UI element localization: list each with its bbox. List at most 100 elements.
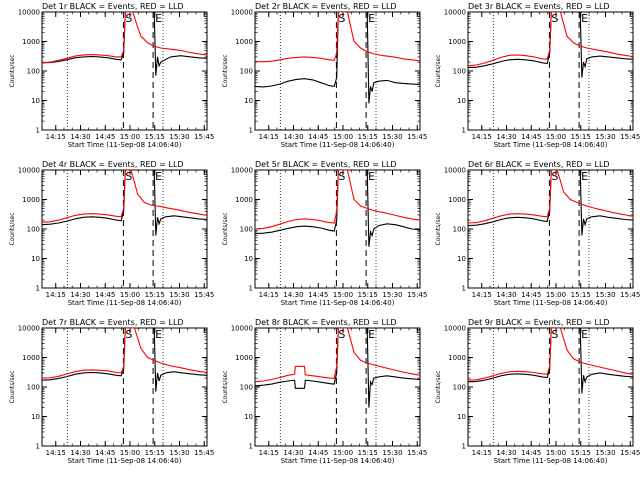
x-axis-label: Start Time (11-Sep-08 14:06:40) (281, 299, 395, 307)
chart-panel-9: Det 9r BLACK = Events, RED = LLD 1 10 100 10… (435, 318, 640, 465)
y-tick-label: 1 (462, 127, 466, 135)
x-tick-label: 14:30 (496, 291, 516, 299)
x-tick-label: 15:45 (194, 291, 214, 299)
events-series-line (255, 328, 420, 408)
y-tick-label: 100 (453, 226, 466, 234)
x-tick-label: 14:15 (472, 291, 492, 299)
y-axis-label: Counts/sec (435, 212, 442, 245)
y-tick-label: 100 (27, 68, 40, 76)
x-tick-label: 14:30 (496, 133, 516, 141)
x-tick-label: 15:30 (169, 133, 189, 141)
y-tick-label: 10 (244, 255, 253, 263)
end-marker: E (368, 170, 375, 183)
y-tick-label: 1 (36, 127, 40, 135)
x-tick-label: 15:30 (382, 291, 402, 299)
start-marker: S (338, 328, 345, 341)
start-marker: S (551, 12, 558, 25)
start-marker: S (125, 170, 132, 183)
lld-series-line (468, 12, 633, 67)
y-tick-label: 10 (457, 97, 466, 105)
x-tick-label: 15:30 (169, 291, 189, 299)
x-axis-label: Start Time (11-Sep-08 14:06:40) (494, 141, 608, 149)
y-tick-label: 1000 (448, 354, 466, 362)
y-tick-label: 1000 (235, 38, 253, 46)
lld-series-line (255, 12, 420, 63)
x-tick-label: 15:15 (358, 291, 378, 299)
y-tick-label: 1000 (448, 196, 466, 204)
x-axis-label: Start Time (11-Sep-08 14:06:40) (494, 457, 608, 465)
x-tick-label: 15:00 (120, 133, 140, 141)
y-tick-label: 1 (249, 285, 253, 293)
panel-title: Det 7r BLACK = Events, RED = LLD (42, 318, 184, 327)
x-tick-label: 15:00 (546, 291, 566, 299)
y-tick-label: 10000 (444, 167, 466, 175)
x-tick-label: 14:45 (95, 133, 115, 141)
end-marker: E (155, 170, 162, 183)
x-tick-label: 15:15 (358, 133, 378, 141)
lld-series-line (255, 170, 420, 230)
panel-title: Det 3r BLACK = Events, RED = LLD (468, 2, 610, 11)
y-tick-label: 1 (249, 443, 253, 451)
panel-title: Det 2r BLACK = Events, RED = LLD (255, 2, 397, 11)
x-tick-label: 15:45 (407, 133, 427, 141)
y-tick-label: 100 (240, 226, 253, 234)
chart-panel-7: Det 7r BLACK = Events, RED = LLD 1 10 100 10… (9, 318, 214, 465)
lld-series-line (255, 328, 420, 383)
x-axis-label: Start Time (11-Sep-08 14:06:40) (68, 141, 182, 149)
y-tick-label: 10000 (18, 325, 40, 333)
end-marker: E (581, 12, 588, 25)
x-tick-label: 14:15 (46, 291, 66, 299)
start-marker: S (338, 170, 345, 183)
x-tick-label: 15:15 (571, 133, 591, 141)
x-tick-label: 14:45 (308, 291, 328, 299)
chart-panel-3: Det 3r BLACK = Events, RED = LLD 1 10 100 10… (435, 2, 640, 149)
chart-panel-2: Det 2r BLACK = Events, RED = LLD 1 10 100 10… (222, 2, 427, 149)
x-tick-label: 14:15 (46, 449, 66, 457)
x-tick-label: 14:15 (472, 449, 492, 457)
y-tick-label: 10000 (231, 9, 253, 17)
x-tick-label: 14:45 (521, 133, 541, 141)
y-axis-label: Counts/sec (435, 370, 442, 403)
x-tick-label: 15:30 (382, 449, 402, 457)
start-marker: S (551, 170, 558, 183)
chart-panel-6: Det 6r BLACK = Events, RED = LLD 1 10 100 10… (435, 160, 640, 307)
x-axis-label: Start Time (11-Sep-08 14:06:40) (68, 299, 182, 307)
end-marker: E (155, 12, 162, 25)
lld-series-line (468, 328, 633, 381)
y-axis-label: Counts/sec (9, 212, 16, 245)
y-tick-label: 1000 (22, 196, 40, 204)
x-tick-label: 15:00 (333, 449, 353, 457)
x-tick-label: 14:30 (496, 449, 516, 457)
y-axis-label: Counts/sec (9, 54, 16, 87)
end-marker: E (155, 328, 162, 341)
end-marker: E (368, 328, 375, 341)
y-tick-label: 1000 (235, 196, 253, 204)
x-tick-label: 15:15 (145, 291, 165, 299)
y-tick-label: 100 (27, 384, 40, 392)
end-marker: E (368, 12, 375, 25)
x-tick-label: 15:30 (595, 291, 615, 299)
x-tick-label: 15:00 (333, 133, 353, 141)
y-tick-label: 10000 (231, 167, 253, 175)
lld-series-line (42, 328, 207, 379)
x-tick-label: 14:15 (259, 449, 279, 457)
x-tick-label: 15:15 (571, 291, 591, 299)
x-tick-label: 14:30 (283, 449, 303, 457)
x-axis-label: Start Time (11-Sep-08 14:06:40) (68, 457, 182, 465)
y-tick-label: 10000 (18, 167, 40, 175)
y-axis-label: Counts/sec (222, 212, 229, 245)
start-marker: S (125, 12, 132, 25)
x-tick-label: 15:45 (194, 133, 214, 141)
start-marker: S (125, 328, 132, 341)
x-tick-label: 14:30 (283, 291, 303, 299)
y-tick-label: 100 (240, 384, 253, 392)
x-tick-label: 14:30 (70, 133, 90, 141)
end-marker: E (581, 328, 588, 341)
y-tick-label: 100 (453, 384, 466, 392)
y-tick-label: 10 (244, 413, 253, 421)
panel-title: Det 4r BLACK = Events, RED = LLD (42, 160, 184, 169)
x-tick-label: 15:30 (382, 133, 402, 141)
lld-series-line (42, 12, 207, 64)
x-tick-label: 14:15 (259, 291, 279, 299)
